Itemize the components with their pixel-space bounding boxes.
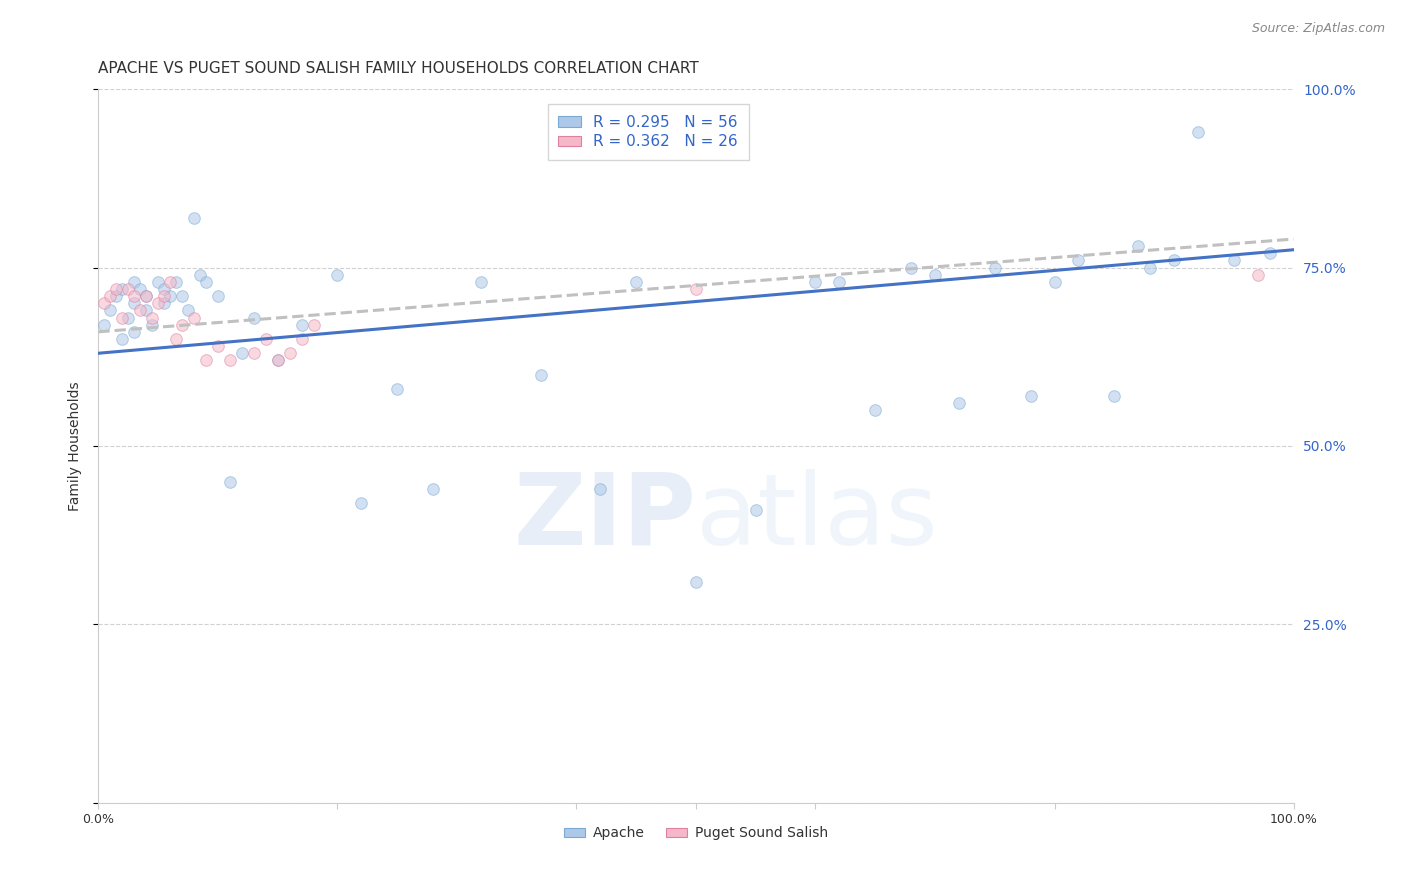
Point [135,289,157,303]
Point [685,574,707,589]
Point [172,318,194,332]
Point [685,282,707,296]
Legend: Apache, Puget Sound Salish: Apache, Puget Sound Salish [558,821,834,846]
Point [267,353,290,368]
Point [1128,239,1150,253]
Point [1223,253,1246,268]
Point [129,282,152,296]
Point [105,289,128,303]
Point [350,496,373,510]
Point [207,339,229,353]
Point [124,275,146,289]
Point [148,296,170,310]
Point [278,346,301,360]
Point [124,289,146,303]
Point [1019,389,1042,403]
Point [207,289,229,303]
Point [254,332,277,346]
Point [1163,253,1185,268]
Point [159,275,181,289]
Point [111,310,134,325]
Point [148,275,170,289]
Point [948,396,970,410]
Point [93,318,115,332]
Point [165,332,187,346]
Point [243,310,266,325]
Point [141,318,163,332]
Point [172,289,194,303]
Point [865,403,887,417]
Point [188,268,211,282]
Point [1104,389,1126,403]
Point [153,296,176,310]
Point [219,475,242,489]
Point [385,382,409,396]
Point [984,260,1007,275]
Point [195,275,218,289]
Point [153,282,176,296]
Point [422,482,444,496]
Point [470,275,492,289]
Text: APACHE VS PUGET SOUND SALISH FAMILY HOUSEHOLDS CORRELATION CHART: APACHE VS PUGET SOUND SALISH FAMILY HOUS… [98,61,699,76]
Point [105,282,128,296]
Point [1247,268,1270,282]
Point [159,289,181,303]
Point [135,303,157,318]
Point [900,260,922,275]
Point [195,353,218,368]
Point [828,275,851,289]
Point [1258,246,1281,260]
Point [243,346,266,360]
Point [165,275,187,289]
Point [626,275,648,289]
Point [1187,125,1209,139]
Point [124,325,146,339]
Point [93,296,115,310]
Point [219,353,242,368]
Point [804,275,827,289]
Point [231,346,253,360]
Point [589,482,612,496]
Point [98,303,122,318]
Y-axis label: Family Households: Family Households [67,381,82,511]
Point [117,310,139,325]
Point [111,332,134,346]
Point [129,303,152,318]
Point [141,310,163,325]
Point [924,268,946,282]
Point [1139,260,1161,275]
Point [183,310,205,325]
Text: ZIP: ZIP [513,469,696,566]
Point [326,268,349,282]
Point [745,503,768,517]
Point [291,318,314,332]
Point [267,353,290,368]
Point [111,282,134,296]
Point [153,289,176,303]
Point [177,303,200,318]
Point [135,289,157,303]
Point [291,332,314,346]
Point [117,282,139,296]
Point [530,368,553,382]
Point [1043,275,1066,289]
Text: atlas: atlas [696,469,938,566]
Point [98,289,122,303]
Point [302,318,325,332]
Text: Source: ZipAtlas.com: Source: ZipAtlas.com [1251,22,1385,36]
Point [1067,253,1090,268]
Point [183,211,205,225]
Point [124,296,146,310]
